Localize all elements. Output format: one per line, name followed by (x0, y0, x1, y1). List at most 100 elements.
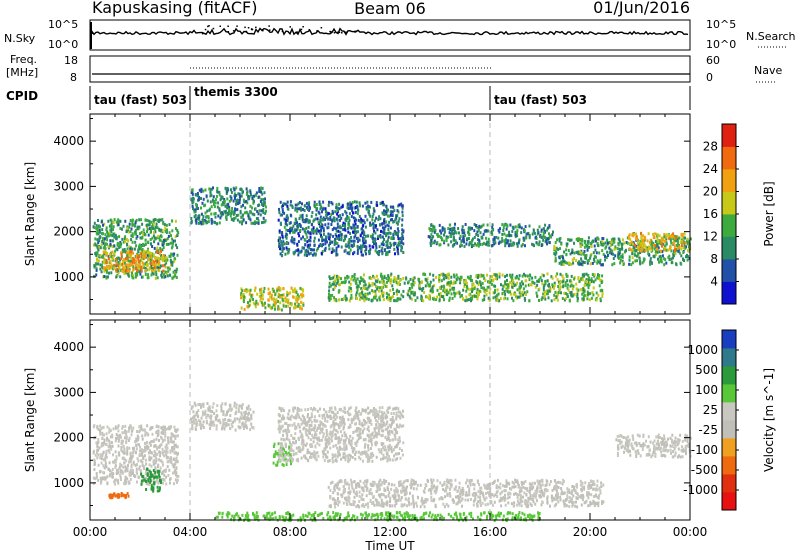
data-cell (396, 299, 399, 303)
colorbar-swatch (722, 191, 736, 215)
data-cell (156, 485, 159, 489)
data-cell (299, 306, 301, 310)
data-cell (649, 260, 652, 264)
data-cell (129, 459, 132, 463)
data-cell (261, 192, 264, 196)
data-cell (577, 261, 579, 265)
data-cell (661, 254, 664, 258)
data-cell (606, 254, 609, 257)
data-cell (305, 232, 308, 236)
data-cell (550, 235, 553, 239)
data-cell (358, 246, 361, 250)
y-tick-label: 3000 (53, 179, 84, 193)
data-cell (293, 230, 296, 234)
data-cell (248, 292, 251, 296)
data-cell (298, 234, 301, 238)
data-cell (115, 220, 118, 224)
data-cell (202, 197, 205, 201)
data-cell (441, 228, 444, 232)
data-cell (103, 438, 106, 442)
data-cell (575, 282, 578, 286)
data-cell (350, 293, 353, 297)
data-cell (149, 238, 152, 241)
data-cell (508, 243, 511, 247)
data-cell (374, 231, 377, 235)
nsearch-label: N.Search (746, 30, 796, 43)
data-cell (236, 202, 239, 206)
data-cell (340, 281, 343, 285)
data-cell (506, 273, 508, 277)
data-cell (285, 304, 288, 308)
data-cell (626, 241, 629, 245)
data-cell (161, 472, 163, 476)
data-cell (348, 241, 351, 245)
data-cell (165, 453, 168, 457)
data-cell (353, 277, 356, 280)
data-cell (496, 298, 499, 302)
data-cell (350, 244, 353, 247)
data-cell (135, 259, 137, 263)
data-cell (592, 286, 595, 290)
data-cell (154, 259, 157, 262)
data-cell (394, 218, 397, 222)
data-cell (396, 232, 399, 235)
data-cell (429, 228, 432, 232)
data-cell (471, 237, 474, 241)
data-cell (656, 237, 659, 241)
data-cell (222, 422, 225, 426)
data-cell (159, 218, 162, 222)
data-cell (277, 305, 280, 309)
data-cell (397, 219, 400, 223)
data-cell (250, 221, 253, 225)
data-cell (135, 256, 138, 260)
data-cell (164, 270, 167, 274)
data-cell (673, 238, 676, 242)
data-cell (164, 431, 167, 435)
data-cell (319, 215, 322, 219)
data-cell (401, 214, 404, 218)
data-cell (95, 268, 98, 272)
data-cell (216, 186, 219, 190)
data-cell (206, 199, 209, 203)
data-cell (206, 209, 209, 213)
data-cell (107, 257, 110, 261)
data-cell (589, 256, 592, 260)
data-cell (120, 242, 123, 246)
data-cell (297, 232, 300, 236)
data-cell (363, 231, 366, 235)
data-cell (344, 276, 347, 280)
data-cell (293, 290, 296, 294)
data-cell (141, 255, 144, 259)
data-cell (144, 433, 147, 437)
data-cell (341, 213, 344, 217)
data-cell (630, 263, 633, 267)
data-cell (173, 259, 176, 263)
data-cell (282, 287, 285, 291)
data-cell (163, 223, 166, 227)
data-cell (520, 244, 523, 248)
data-cell (596, 259, 599, 263)
data-cell (458, 231, 460, 235)
data-cell (525, 279, 528, 283)
data-cell (105, 438, 108, 442)
data-cell (559, 285, 562, 289)
data-cell (235, 410, 238, 414)
data-cell (483, 277, 486, 280)
data-cell (313, 200, 316, 204)
data-cell (168, 468, 171, 472)
data-cell (148, 219, 151, 223)
data-cell (349, 282, 352, 286)
data-cell (349, 248, 352, 252)
data-cell (260, 186, 263, 190)
data-cell (476, 225, 479, 229)
data-cell (371, 289, 374, 293)
data-cell (613, 240, 616, 244)
data-cell (476, 281, 479, 285)
data-cell (336, 278, 339, 282)
data-cell (196, 207, 199, 210)
data-cell (109, 224, 112, 228)
data-cell (520, 226, 523, 230)
data-cell (251, 195, 254, 199)
data-cell (119, 258, 122, 262)
data-cell (524, 274, 527, 278)
